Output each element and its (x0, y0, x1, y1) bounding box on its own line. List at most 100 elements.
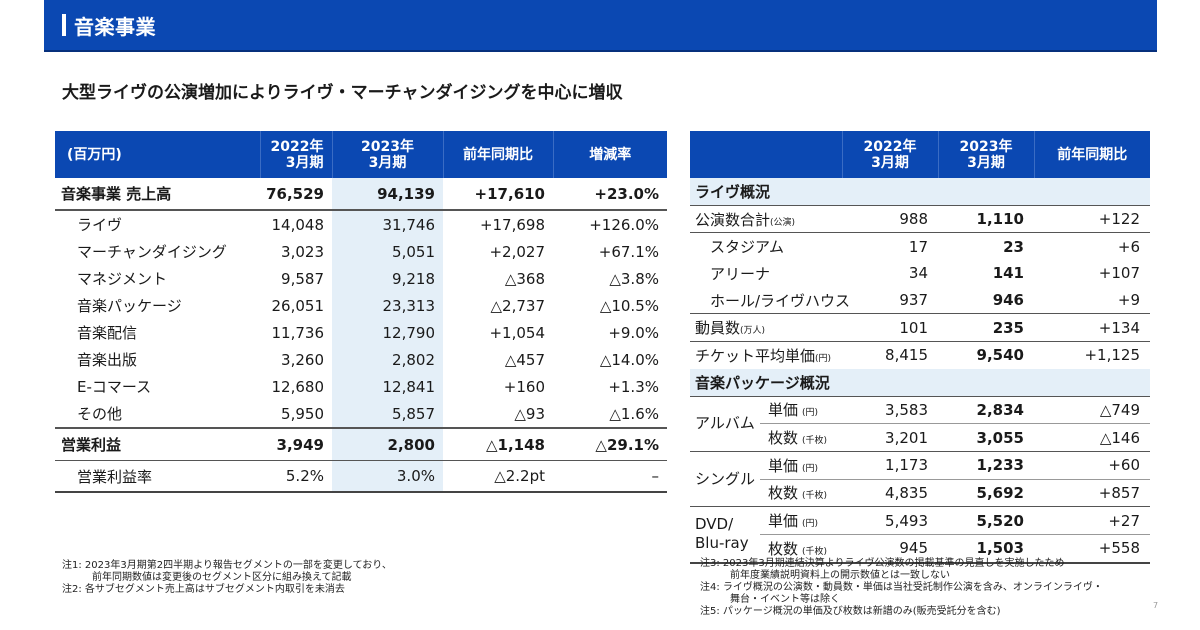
yoy-change-value: △368 (504, 269, 545, 288)
metric-label: 枚数 (千枚) (760, 479, 842, 508)
fy2023-header-year: 2023年 (361, 138, 414, 155)
row-label: 音楽配信 (77, 324, 138, 342)
row-label-text: スタジアム (710, 238, 784, 257)
change-rate-value: △3.8% (609, 269, 659, 288)
table-row: シングル 単価 (円) 1,173 1,233 +60 (690, 451, 1150, 508)
change-rate-value: +9.0% (608, 323, 659, 342)
fy2022-value: 937 (842, 286, 938, 315)
metric-label: 枚数 (千枚) (760, 423, 842, 452)
fy2022-value: 9,587 (281, 269, 324, 288)
note-1: 注1: 2023年3月期第2四半期より報告セグメントの一部を変更しており、 (62, 560, 392, 571)
yoy-change-value: +122 (1034, 205, 1150, 234)
product-group-name: シングル (695, 469, 756, 488)
yoy-change-value: +1,125 (1084, 346, 1140, 365)
yoy-change-value: △93 (514, 404, 545, 423)
fy2022-header-period: 3月期 (285, 154, 324, 171)
change-rate-value: △10.5% (599, 296, 659, 315)
change-rate-value: △29.1% (553, 427, 667, 461)
section-package-overview: 音楽パッケージ概況 (690, 368, 1150, 397)
note-4: 注4: ライヴ概況の公演数・動員数・単価は当社受託制作公演を含み、オンラインライ… (700, 582, 1103, 593)
fy2023-value: 12,790 (332, 319, 443, 346)
row-label-text: アリーナ (710, 264, 771, 283)
metric-unit: (千枚) (802, 491, 828, 502)
table-row: 動員数(万人) 101 235 +134 (690, 313, 1150, 343)
fy2022-header-period: 3月期 (871, 154, 909, 171)
fy2023-value: 23 (1003, 237, 1024, 256)
kpi-table: 2022年 3月期 2023年 3月期 前年同期比 ライヴ概況公演数合計(公演)… (690, 131, 1150, 564)
fy2022-value: 76,529 (260, 178, 332, 211)
fy2023-value: 2,800 (332, 427, 443, 461)
section-label: ライヴ概況 (690, 178, 1150, 206)
change-rate-value: +1.3% (608, 377, 659, 396)
fy2023-value: 946 (938, 286, 1034, 315)
fy2023-value: 2,802 (332, 346, 443, 373)
table-row: マネジメント 9,587 9,218 △368 △3.8% (55, 265, 667, 292)
fy2022-value: 5.2% (260, 460, 332, 493)
table-row: ライヴ 14,048 31,746 +17,698 +126.0% (55, 210, 667, 238)
fy2023-value: 5,051 (332, 238, 443, 265)
table-row: 営業利益率 5.2% 3.0% △2.2pt – (55, 460, 667, 493)
metric-name: 単価 (768, 512, 799, 531)
note-4-cont: 舞台・イベント等は除く (730, 594, 840, 605)
product-group-name: DVD/ (695, 515, 734, 534)
yoy-change-value: △2,737 (490, 296, 545, 315)
metric-name: 単価 (768, 456, 799, 475)
fy2023-value: 94,139 (332, 178, 443, 211)
row-label: 音楽パッケージ (77, 297, 182, 315)
metric-label: 枚数 (千枚) (760, 534, 842, 564)
table-row: アルバム 単価 (円) 3,583 2,834 △749 (690, 396, 1150, 452)
fy2022-value: 3,201 (842, 423, 938, 452)
row-label: チケット平均単価(円) (690, 342, 842, 369)
table-row: 枚数 (千枚) 3,201 3,055 △146 (690, 423, 1150, 452)
section-title: 音楽事業 (74, 14, 156, 39)
fy2023-value: 2,834 (938, 396, 1034, 425)
metric-unit: (千枚) (802, 436, 828, 447)
table-row: 枚数 (千枚) 4,835 5,692 +857 (690, 479, 1150, 508)
fy2023-value: 12,841 (332, 373, 443, 400)
fy2023-value: 235 (938, 313, 1034, 343)
product-group-name: アルバム (695, 414, 755, 433)
table-header-row: (百万円) 2022年 3月期 2023年 3月期 前年同期比 増減率 (55, 131, 667, 178)
metric-name: 枚数 (768, 484, 799, 503)
table-row: 公演数合計(公演) 988 1,110 +122 (690, 205, 1150, 234)
row-label-text: 動員数 (695, 319, 741, 338)
section-header-bar: 音楽事業 (44, 0, 1157, 52)
fy2023-value: 3,055 (938, 423, 1034, 452)
fy2023-value: 5,692 (938, 479, 1034, 508)
metric-label: 単価 (円) (760, 506, 842, 535)
right-notes: 注3: 2023年3月期連結決算よりライヴ公演数の掲載基準の見直しを実施したため… (700, 558, 1103, 618)
table-row: DVD/Blu-ray 単価 (円) 5,493 5,520 +27 (690, 506, 1150, 564)
fy2023-header-period: 3月期 (967, 154, 1005, 171)
yoy-change-value: +17,610 (443, 178, 553, 211)
table-row: マーチャンダイジング 3,023 5,051 +2,027 +67.1% (55, 238, 667, 265)
fy2022-value: 988 (842, 205, 938, 234)
change-rate-value: +67.1% (598, 242, 659, 261)
table-row: スタジアム 17 23 +6 (690, 233, 1150, 260)
change-rate-value: +126.0% (589, 215, 659, 234)
row-label-text: 公演数合計 (695, 210, 771, 229)
yoy-change-value: +134 (1034, 313, 1150, 343)
table-row: 営業利益 3,949 2,800 △1,148 △29.1% (55, 427, 667, 461)
table-row: 音楽事業 売上高 76,529 94,139 +17,610 +23.0% (55, 178, 667, 211)
change-rate-value: +23.0% (553, 178, 667, 211)
slide-subtitle: 大型ライヴの公演増加によりライヴ・マーチャンダイジングを中心に増収 (62, 83, 623, 103)
row-label: 営業利益 (55, 427, 260, 461)
table-header-row: 2022年 3月期 2023年 3月期 前年同期比 (690, 131, 1150, 178)
fy2023-header-period: 3月期 (368, 154, 407, 171)
rate-header: 増減率 (552, 131, 667, 178)
fy2022-value: 3,583 (842, 396, 938, 425)
yoy-change-value: △749 (1034, 396, 1150, 425)
section-live-overview: ライヴ概況 (690, 178, 1150, 206)
row-unit: (公演) (770, 217, 796, 228)
header-accent-bar (62, 14, 66, 36)
change-rate-value: – (553, 460, 667, 493)
fy2023-header-year: 2023年 (959, 138, 1013, 155)
yoy-change-value: +2,027 (489, 242, 545, 261)
yoy-change-value: +857 (1034, 479, 1150, 508)
row-label: スタジアム (690, 233, 842, 260)
fy2023-header: 2023年 3月期 (937, 131, 1034, 178)
row-label: 動員数(万人) (690, 313, 842, 343)
fy2022-value: 3,949 (260, 427, 332, 461)
metric-unit: (円) (802, 463, 819, 474)
product-group-label: DVD/Blu-ray (690, 506, 760, 564)
